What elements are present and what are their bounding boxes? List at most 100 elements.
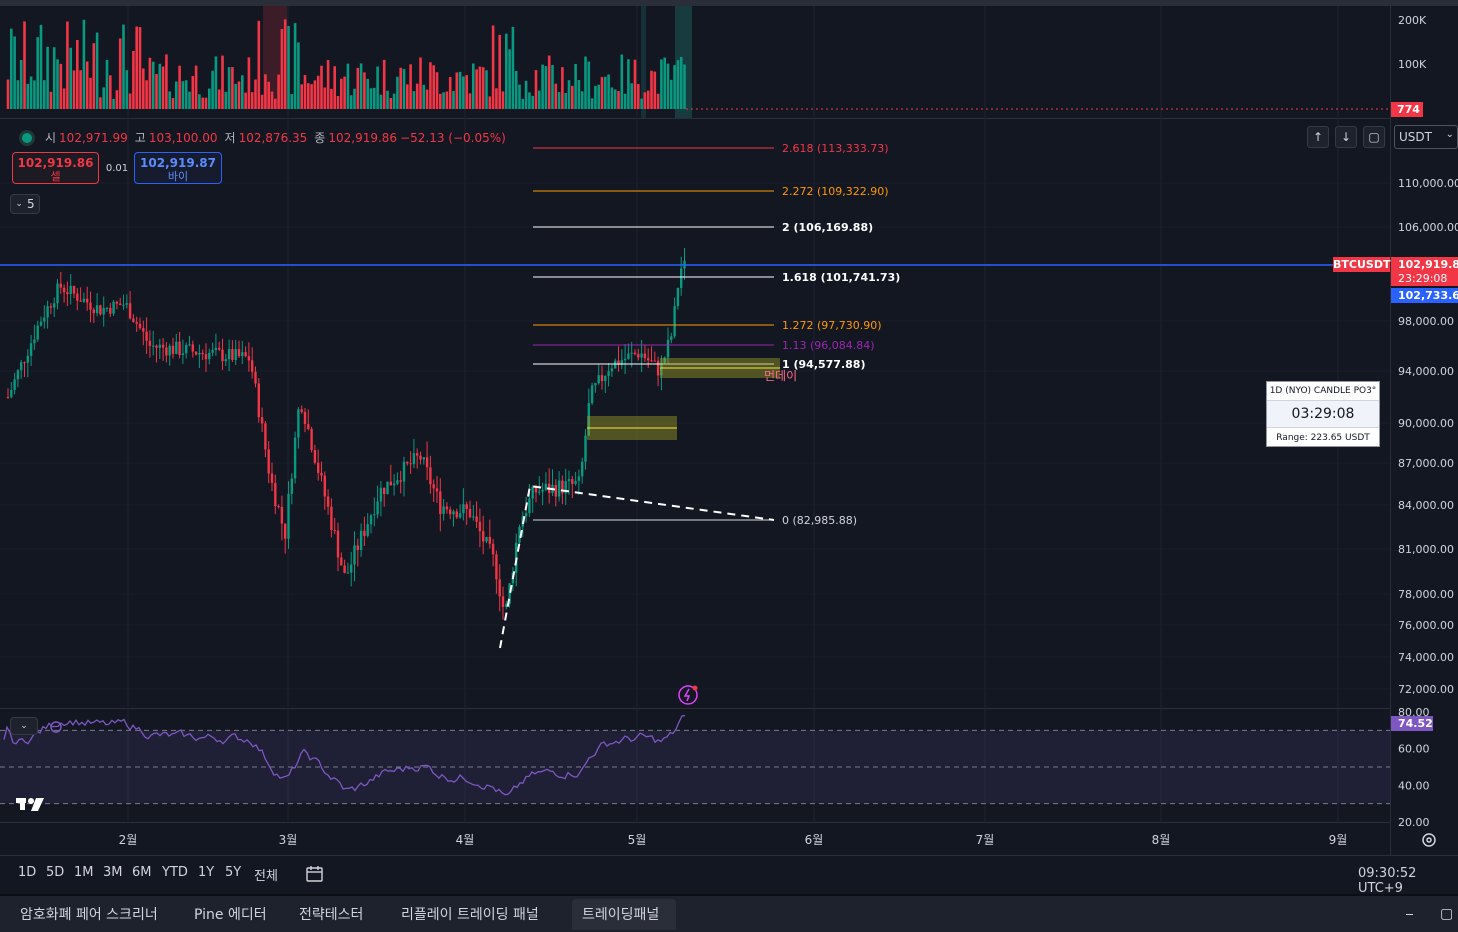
indicators-collapse-button[interactable]: ⌄ 5	[10, 194, 40, 214]
range-1m-button[interactable]: 1M	[74, 865, 94, 880]
candle-body	[323, 475, 326, 497]
volume-bar	[564, 92, 567, 109]
volume-bar	[211, 70, 214, 109]
volume-bar	[198, 94, 201, 109]
move-down-button[interactable]: ↓	[1335, 126, 1357, 148]
volume-bar	[267, 81, 270, 109]
volume-bar	[36, 37, 39, 109]
tab-trading-panel[interactable]: 트레이딩패널	[582, 907, 660, 923]
move-up-button[interactable]: ↑	[1307, 126, 1329, 148]
volume-bar	[105, 59, 109, 109]
range-5y-button[interactable]: 5Y	[225, 865, 242, 880]
tab-replay-trading[interactable]: 리플레이 트레이딩 패널	[401, 907, 539, 923]
candle-body	[297, 409, 300, 438]
volume-bar	[670, 79, 673, 109]
candle-body	[112, 301, 115, 314]
ohlc-legend: 시 102,971.99 고 103,100.00 저 102,876.35 종 102…	[22, 129, 506, 146]
candle-body	[383, 487, 386, 495]
candle-body	[251, 360, 254, 372]
price-tick-label: 87,000.00	[1398, 457, 1454, 470]
candle-body	[330, 506, 333, 531]
timer-title: 1D (NYO) CANDLE PO3°	[1267, 382, 1379, 401]
candle-body	[557, 480, 561, 497]
candle-body	[227, 348, 231, 360]
volume-bar	[320, 65, 323, 109]
candle-body	[168, 345, 171, 356]
status-dot-icon	[22, 132, 32, 143]
volume-bar	[274, 98, 277, 109]
rsi-collapse-button[interactable]: ⌄	[10, 717, 38, 735]
tab-crypto-screener[interactable]: 암호화폐 페어 스크리너	[20, 907, 158, 923]
volume-bar	[82, 19, 86, 110]
candle-body	[350, 564, 353, 573]
range-3m-button[interactable]: 3M	[103, 865, 123, 880]
clock-timezone[interactable]: 09:30:52 UTC+9	[1358, 866, 1417, 896]
candle-body	[234, 349, 237, 360]
volume-bar	[422, 84, 426, 109]
candle-body	[353, 545, 356, 565]
candle-body	[224, 359, 227, 362]
range-ytd-button[interactable]: YTD	[162, 865, 188, 880]
volume-bar	[557, 91, 561, 109]
tab-strategy-tester[interactable]: 전략테스터	[299, 907, 364, 923]
sell-button[interactable]: 102,919.86 셀	[12, 152, 99, 184]
volume-bar	[66, 21, 69, 110]
gear-icon[interactable]	[1420, 831, 1438, 849]
candle-body	[171, 345, 175, 354]
volume-bar	[429, 62, 432, 109]
candle-body	[277, 506, 280, 508]
volume-bar	[640, 98, 643, 109]
range-5d-button[interactable]: 5D	[46, 865, 65, 880]
volume-bar	[452, 91, 455, 109]
maximize-pane-button[interactable]: ▢	[1363, 126, 1385, 148]
candle-body	[204, 354, 208, 360]
range-1d-button[interactable]: 1D	[18, 865, 37, 880]
volume-bar	[617, 91, 620, 109]
candle-body	[491, 543, 495, 555]
calendar-icon[interactable]	[305, 864, 325, 884]
candle-body	[392, 483, 396, 486]
volume-bar	[613, 89, 617, 109]
candle-body	[135, 322, 138, 324]
volume-bar	[56, 59, 59, 109]
candle-body	[663, 357, 666, 363]
candle-body	[528, 498, 531, 514]
minimize-icon[interactable]: ⎯	[1406, 906, 1413, 922]
currency-select[interactable]: USDT ⌄	[1394, 125, 1458, 149]
volume-bar	[277, 74, 280, 109]
volume-bar	[353, 88, 356, 109]
volume-bar	[544, 66, 548, 109]
candle-body	[95, 305, 99, 314]
chevron-down-icon: ⌄	[15, 199, 23, 209]
rsi-tick-label: 60.00	[1398, 743, 1430, 756]
range-1y-button[interactable]: 1Y	[198, 865, 215, 880]
volume-bar	[488, 96, 492, 109]
maximize-icon: ▢	[1368, 130, 1380, 144]
volume-bar	[369, 88, 373, 109]
candle-body	[445, 506, 449, 510]
range-all-button[interactable]: 전체	[254, 869, 278, 884]
candle-body	[567, 479, 571, 482]
maximize-window-icon[interactable]: ▢	[1440, 906, 1454, 922]
candle-body	[53, 303, 56, 308]
candle-body	[633, 352, 637, 354]
candle-body	[524, 513, 528, 517]
candle-body	[439, 491, 442, 514]
candle-body	[66, 292, 69, 295]
volume-bar	[208, 88, 211, 109]
volume-bar	[505, 33, 508, 109]
chart-canvas[interactable]: 2.618 (113,333.73) 2.272 (109,322.90) 2 (1…	[0, 0, 1458, 855]
volume-bar	[561, 67, 564, 109]
volume-bar	[214, 56, 218, 109]
candle-body	[412, 453, 416, 465]
volume-bar	[165, 54, 168, 109]
buy-button[interactable]: 102,919.87 바이	[134, 152, 222, 184]
range-6m-button[interactable]: 6M	[132, 865, 152, 880]
candle-body	[267, 449, 270, 474]
candle-body	[590, 385, 594, 404]
candle-body	[132, 318, 135, 323]
candle-body	[86, 298, 89, 303]
volume-bar	[26, 83, 30, 109]
tab-pine-editor[interactable]: Pine 에디터	[194, 907, 267, 923]
candle-body	[36, 325, 39, 340]
